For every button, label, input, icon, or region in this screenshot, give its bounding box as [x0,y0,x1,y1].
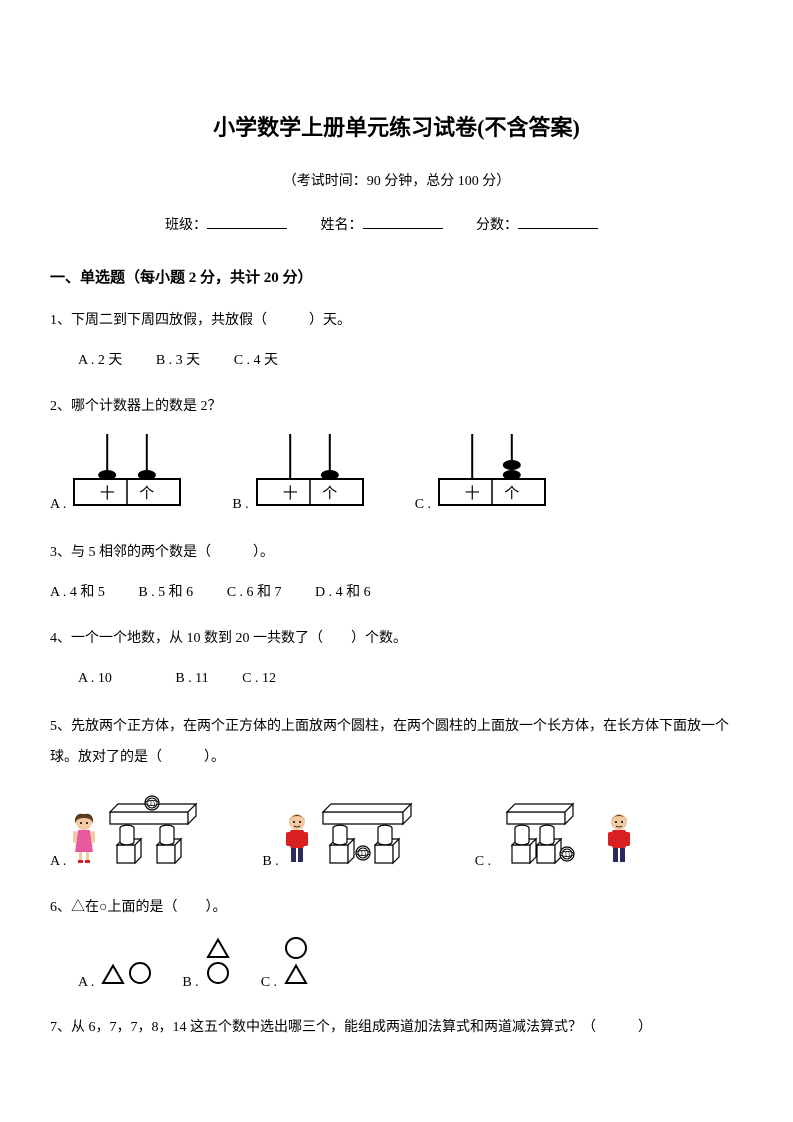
q6-opt-c-label: C . [261,971,277,995]
question-5: 5、先放两个正方体，在两个正方体的上面放两个圆柱，在两个圆柱的上面放一个长方体，… [50,712,743,873]
svg-text:1): 1) [360,850,367,858]
q6-shape-a [100,960,152,995]
svg-text:1): 1) [149,800,156,808]
score-blank[interactable] [518,228,598,229]
q6-options: A . B . C . [50,936,743,995]
exam-title: 小学数学上册单元练习试卷(不含答案) [50,110,743,142]
q3-options: A . 4 和 5 B . 5 和 6 C . 6 和 7 D . 4 和 6 [50,581,743,605]
q2-opt-a-label: A . [50,493,66,519]
svg-text:十: 十 [465,485,480,502]
svg-text:十: 十 [100,485,115,502]
svg-text:个: 个 [140,485,155,502]
q5-figure-c: 1) [497,790,652,874]
q4-opt-a: A . 10 [78,671,112,686]
abacus-c: 十 个 [437,434,547,519]
q2-opt-c-label: C . [415,493,431,519]
q6-shape-c [283,936,309,995]
q5-text: 5、先放两个正方体，在两个正方体的上面放两个圆柱，在两个圆柱的上面放一个长方体，… [50,712,743,774]
score-label: 分数： [476,218,518,233]
q1-opt-b: B . 3 天 [156,353,200,368]
q3-opt-a: A . 4 和 5 [50,585,105,600]
q1-opt-c: C . 4 天 [234,353,278,368]
q5-opt-c-label: C . [475,850,491,874]
q5-figure-b: 1) [285,790,435,874]
svg-text:十: 十 [282,485,297,502]
class-blank[interactable] [207,228,287,229]
q6-opt-b-label: B . [182,971,198,995]
q3-opt-b: B . 5 和 6 [138,585,193,600]
q6-opt-a-label: A . [78,971,94,995]
q2-opt-b-label: B . [232,493,248,519]
question-2: 2、哪个计数器上的数是 2？ A . 十 个 B . 十 个 C . [50,395,743,520]
q4-opt-b: B . 11 [175,671,208,686]
abacus-a: 十 个 [72,434,182,519]
q4-text: 4、一个一个地数，从 10 数到 20 一共数了（ ）个数。 [50,627,743,651]
q5-options: A . 1) [50,790,743,874]
question-1: 1、下周二到下周四放假，共放假（ ）天。 A . 2 天 B . 3 天 C .… [50,309,743,373]
name-blank[interactable] [363,228,443,229]
q1-opt-a: A . 2 天 [78,353,122,368]
q3-text: 3、与 5 相邻的两个数是（ ）。 [50,541,743,565]
q2-text: 2、哪个计数器上的数是 2？ [50,395,743,419]
q1-options: A . 2 天 B . 3 天 C . 4 天 [50,349,743,373]
question-3: 3、与 5 相邻的两个数是（ ）。 A . 4 和 5 B . 5 和 6 C … [50,541,743,605]
q1-text: 1、下周二到下周四放假，共放假（ ）天。 [50,309,743,333]
section-1-header: 一、单选题（每小题 2 分，共计 20 分） [50,266,743,287]
svg-text:1): 1) [564,851,571,859]
question-7: 7、从 6，7，7，8，14 这五个数中选出哪三个，能组成两道加法算式和两道减法… [50,1016,743,1040]
svg-text:个: 个 [322,485,337,502]
name-label: 姓名： [321,218,363,233]
question-4: 4、一个一个地数，从 10 数到 20 一共数了（ ）个数。 A . 10 B … [50,627,743,691]
abacus-b: 十 个 [255,434,365,519]
class-label: 班级： [165,218,207,233]
svg-text:个: 个 [504,485,519,502]
q6-shape-b [205,936,231,995]
student-info-line: 班级： 姓名： 分数： [50,214,743,234]
q3-opt-d: D . 4 和 6 [315,585,371,600]
q7-text: 7、从 6，7，7，8，14 这五个数中选出哪三个，能组成两道加法算式和两道减法… [50,1016,743,1040]
q4-options: A . 10 B . 11 C . 12 [50,667,743,691]
q4-opt-c: C . 12 [242,671,276,686]
question-6: 6、△在○上面的是（ ）。 A . B . C . [50,896,743,995]
q6-text: 6、△在○上面的是（ ）。 [50,896,743,920]
q5-opt-a-label: A . [50,850,66,874]
q2-options: A . 十 个 B . 十 个 C . 十 个 [50,434,743,519]
q5-figure-a: 1) [72,790,222,874]
q3-opt-c: C . 6 和 7 [227,585,282,600]
exam-subtitle: （考试时间：90 分钟，总分 100 分） [50,170,743,190]
q5-opt-b-label: B . [262,850,278,874]
